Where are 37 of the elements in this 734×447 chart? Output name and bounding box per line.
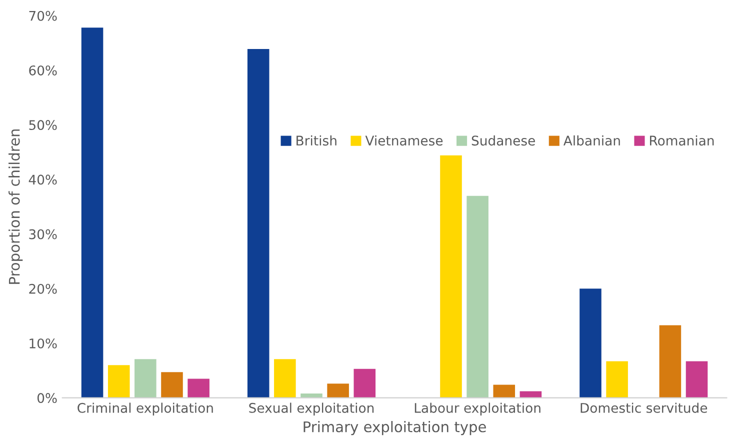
x-tick-label: Sexual exploitation bbox=[249, 402, 374, 416]
bar bbox=[580, 288, 602, 398]
bar bbox=[466, 196, 488, 398]
bar bbox=[493, 384, 516, 398]
y-tick-label: 60% bbox=[29, 65, 57, 76]
x-tick-label: Criminal exploitation bbox=[78, 402, 213, 416]
y-tick-label: 30% bbox=[29, 229, 57, 240]
bar bbox=[161, 372, 183, 398]
bar bbox=[354, 368, 376, 398]
legend-label: Albanian bbox=[563, 135, 620, 146]
legend-label: Sudanese bbox=[472, 135, 535, 146]
y-tick-label: 40% bbox=[28, 174, 57, 185]
bar bbox=[300, 393, 322, 398]
bar bbox=[247, 48, 270, 398]
bar bbox=[134, 359, 156, 398]
bar bbox=[520, 391, 542, 398]
legend-label: British bbox=[296, 135, 336, 146]
bar bbox=[327, 384, 349, 398]
bar bbox=[108, 365, 130, 398]
y-tick-label: 10% bbox=[30, 338, 57, 348]
bar bbox=[606, 361, 628, 398]
legend-label: Vietnamese bbox=[365, 135, 443, 146]
y-tick-label: 20% bbox=[29, 284, 57, 294]
bar bbox=[81, 28, 104, 398]
bar bbox=[440, 155, 462, 398]
y-axis-title: Proportion of children bbox=[8, 129, 23, 284]
x-tick-label: Domestic servitude bbox=[580, 402, 708, 413]
bar bbox=[659, 325, 682, 398]
y-tick-label: 50% bbox=[29, 120, 57, 130]
bar bbox=[274, 359, 296, 398]
x-axis-title: Primary exploitation type bbox=[304, 421, 486, 436]
bar bbox=[686, 361, 708, 398]
x-tick-label: Labour exploitation bbox=[414, 402, 540, 416]
legend-label: Romanian bbox=[650, 135, 714, 146]
y-tick-label: 70% bbox=[29, 10, 57, 21]
bar bbox=[188, 378, 210, 398]
y-tick-label: 0% bbox=[37, 393, 57, 404]
